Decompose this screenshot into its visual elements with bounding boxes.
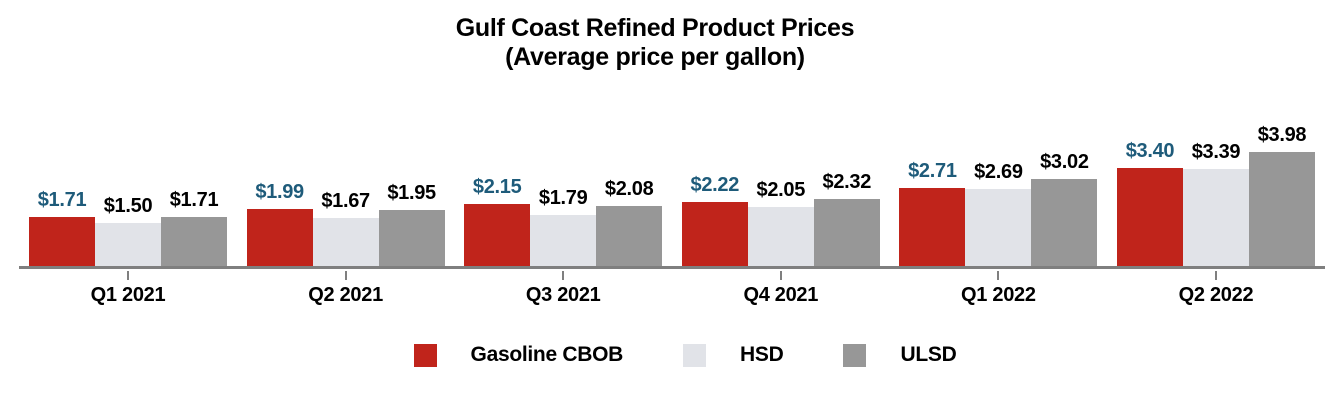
bar-column-gasoline-cbob: $2.71: [899, 112, 966, 266]
bar-hsd: [530, 214, 597, 266]
bar-hsd: [1182, 168, 1249, 266]
bar-ulsd: [1031, 179, 1098, 266]
x-axis-labels: Q1 2021 Q2 2021 Q3 2021 Q4 2021 Q1 2022 Q2 20…: [29, 269, 1315, 307]
bar-value-label-ulsd: $3.02: [1040, 151, 1089, 174]
x-category-label: Q4 2021: [743, 284, 819, 306]
legend-label-gasoline-cbob: Gasoline CBOB: [470, 343, 624, 366]
bar-value-label-gasoline-cbob: $1.71: [37, 188, 87, 211]
bar-column-ulsd: $3.98: [1248, 112, 1315, 266]
bar-hsd: [747, 207, 814, 266]
bar-value-label-gasoline-cbob: $2.22: [690, 174, 740, 197]
bar-group-q2-2021: $1.99 $1.67 $1.95: [246, 112, 445, 266]
x-category-q2-2022: Q2 2022: [1117, 269, 1315, 307]
bar-ulsd: [596, 206, 663, 266]
bar-value-label-ulsd: $3.98: [1257, 123, 1307, 146]
chart-title: Gulf Coast Refined Product Prices: [455, 14, 855, 42]
bar-group-q2-2022: $3.40 $3.39 $3.98: [1116, 112, 1315, 266]
x-category-label: Q1 2021: [90, 284, 166, 306]
bar-column-gasoline-cbob: $3.40: [1116, 112, 1183, 266]
bar-column-hsd: $2.69: [965, 112, 1032, 266]
bar-column-ulsd: $3.02: [1031, 112, 1098, 266]
bar-column-gasoline-cbob: $1.99: [246, 112, 313, 266]
x-category-q4-2021: Q4 2021: [682, 269, 880, 307]
bar-value-label-hsd: $1.67: [321, 190, 370, 213]
bar-column-hsd: $1.50: [95, 112, 161, 266]
x-category-q1-2022: Q1 2022: [899, 269, 1097, 307]
legend-item-hsd: HSD: [683, 343, 784, 367]
bar-value-label-ulsd: $1.95: [387, 182, 436, 205]
bar-groups: $1.71 $1.50 $1.71 $1.99 $1.67 $1.95 $2.15 $1.79…: [29, 112, 1315, 266]
bar-hsd: [95, 222, 161, 266]
bar-column-gasoline-cbob: $2.15: [464, 112, 531, 266]
legend-swatch-gasoline-cbob: [413, 343, 437, 367]
x-category-q1-2021: Q1 2021: [29, 269, 227, 307]
bar-gasoline-cbob: [464, 204, 531, 266]
x-category-q2-2021: Q2 2021: [247, 269, 445, 307]
bar-column-ulsd: $1.95: [378, 112, 445, 266]
bar-column-gasoline-cbob: $1.71: [29, 112, 95, 266]
chart-title-block: Gulf Coast Refined Product Prices (Avera…: [0, 14, 1310, 72]
bar-ulsd: [161, 216, 227, 266]
bar-column-hsd: $3.39: [1182, 112, 1249, 266]
bar-value-label-hsd: $3.39: [1191, 140, 1241, 163]
bar-value-label-gasoline-cbob: $1.99: [255, 180, 304, 203]
legend-label-ulsd: ULSD: [900, 343, 957, 366]
legend: Gasoline CBOB HSD ULSD: [0, 343, 1344, 367]
bar-hsd: [965, 188, 1032, 266]
bar-column-ulsd: $1.71: [161, 112, 227, 266]
axis-tick: [1214, 271, 1217, 280]
bar-value-label-gasoline-cbob: $2.71: [908, 160, 957, 183]
bar-gasoline-cbob: [899, 188, 966, 266]
legend-swatch-hsd: [683, 343, 707, 367]
bar-value-label-hsd: $1.50: [103, 194, 153, 217]
bar-value-label-hsd: $1.79: [538, 186, 588, 209]
bar-column-ulsd: $2.08: [596, 112, 663, 266]
bar-hsd: [312, 218, 379, 266]
bar-column-hsd: $1.67: [312, 112, 379, 266]
axis-tick: [127, 271, 129, 280]
x-category-label: Q1 2022: [961, 284, 1036, 306]
bar-value-label-gasoline-cbob: $2.15: [472, 176, 522, 199]
bar-gasoline-cbob: [1116, 168, 1183, 266]
bar-column-gasoline-cbob: $2.22: [681, 112, 748, 266]
x-category-q3-2021: Q3 2021: [464, 269, 662, 307]
bar-value-label-gasoline-cbob: $3.40: [1125, 140, 1175, 163]
axis-tick: [562, 271, 565, 280]
bar-group-q3-2021: $2.15 $1.79 $2.08: [464, 112, 663, 266]
bar-value-label-ulsd: $2.32: [822, 171, 872, 194]
x-category-label: Q3 2021: [525, 284, 601, 306]
legend-item-gasoline-cbob: Gasoline CBOB: [413, 343, 624, 367]
bar-column-hsd: $2.05: [747, 112, 814, 266]
x-category-label: Q2 2022: [1178, 284, 1254, 306]
bar-gasoline-cbob: [29, 216, 95, 266]
bar-value-label-ulsd: $1.71: [169, 188, 219, 211]
bar-value-label-hsd: $2.05: [756, 179, 806, 202]
legend-swatch-ulsd: [843, 343, 867, 367]
axis-tick: [997, 271, 1000, 280]
x-axis-line: [19, 266, 1325, 269]
bar-group-q4-2021: $2.22 $2.05 $2.32: [681, 112, 880, 266]
bar-column-ulsd: $2.32: [813, 112, 880, 266]
axis-tick: [779, 271, 782, 280]
axis-tick: [344, 271, 347, 280]
bar-group-q1-2022: $2.71 $2.69 $3.02: [899, 112, 1098, 266]
bar-column-hsd: $1.79: [530, 112, 597, 266]
bar-ulsd: [378, 210, 445, 266]
bar-ulsd: [1248, 151, 1315, 266]
chart-subtitle: (Average price per gallon): [505, 43, 805, 71]
bar-ulsd: [813, 199, 880, 266]
plot-area: $1.71 $1.50 $1.71 $1.99 $1.67 $1.95 $2.15 $1.79…: [0, 112, 1344, 272]
bar-value-label-ulsd: $2.08: [604, 178, 654, 201]
legend-label-hsd: HSD: [740, 343, 784, 366]
bar-group-q1-2021: $1.71 $1.50 $1.71: [29, 112, 227, 266]
bar-value-label-hsd: $2.69: [974, 160, 1023, 183]
bar-gasoline-cbob: [246, 208, 313, 266]
x-category-label: Q2 2021: [308, 284, 383, 306]
bar-gasoline-cbob: [681, 202, 748, 266]
legend-item-ulsd: ULSD: [843, 343, 957, 367]
